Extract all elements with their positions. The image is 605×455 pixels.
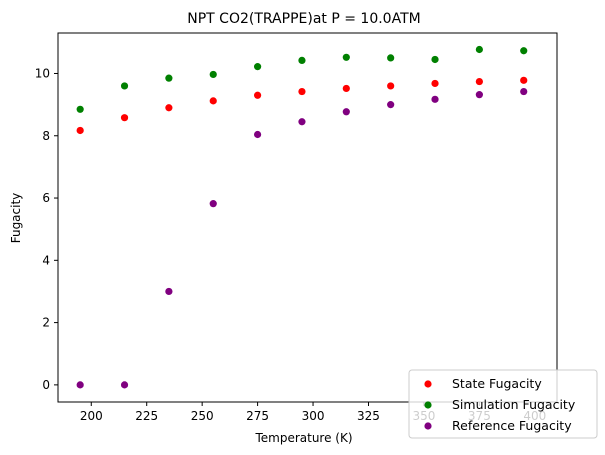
plot-area [57,32,558,403]
simulation-fugacity-point [475,45,483,54]
reference-fugacity-point [387,101,395,109]
y-tick-label: 2 [42,316,50,330]
state-fugacity-point [520,76,528,84]
x-tick-label: 200 [80,409,103,423]
y-tick-label: 8 [42,129,50,143]
state-fugacity-point [431,79,439,88]
y-axis: 0 2 4 6 8 10 [35,66,58,392]
legend-marker-state-fugacity [424,380,432,388]
y-tick-label: 0 [42,378,50,392]
x-tick-label: 250 [191,409,214,423]
legend-box [408,369,598,439]
state-fugacity-point [298,87,306,96]
y-tick-label: 6 [42,191,50,205]
simulation-fugacity-point [298,56,306,65]
simulation-fugacity-point [209,70,217,79]
chart-title: NPT CO2(TRAPPE)at P = 10.0ATM [187,11,420,27]
data-points [76,45,528,389]
legend-marker-simulation-fugacity [424,401,432,409]
simulation-fugacity-point [76,105,84,113]
state-fugacity-point [120,114,129,122]
legend-label-simulation-fugacity: Simulation Fugacity [452,397,576,412]
reference-fugacity-point [475,91,483,99]
reference-fugacity-point [120,381,129,389]
simulation-fugacity-point [342,53,350,61]
state-fugacity-point [76,126,84,135]
x-axis-label: Temperature (K) [254,431,352,445]
simulation-fugacity-point [520,47,528,55]
reference-fugacity-point [298,118,306,126]
simulation-fugacity-point [165,74,173,82]
reference-fugacity-point [254,130,262,139]
state-fugacity-point [387,82,395,90]
x-tick-label: 325 [357,409,380,423]
state-fugacity-point [165,104,173,112]
y-tick-label: 4 [42,253,50,267]
simulation-fugacity-point [387,54,395,62]
y-axis-label: Fugacity [9,193,23,244]
reference-fugacity-point [165,287,173,296]
x-tick-label: 225 [135,409,158,423]
legend-label-state-fugacity: State Fugacity [452,376,542,391]
state-fugacity-point [209,97,217,105]
reference-fugacity-point [76,381,84,389]
simulation-fugacity-point [254,63,262,71]
legend-marker-reference-fugacity [424,422,432,430]
x-tick-label: 300 [302,409,325,423]
reference-fugacity-point [209,200,217,208]
simulation-fugacity-point [431,55,439,64]
state-fugacity-point [254,91,262,99]
reference-fugacity-point [520,87,528,96]
legend-label-reference-fugacity: Reference Fugacity [452,418,572,433]
reference-fugacity-point [342,108,350,116]
simulation-fugacity-point [120,82,129,90]
state-fugacity-point [342,84,350,93]
y-tick-label: 10 [35,66,50,80]
reference-fugacity-point [431,95,439,103]
state-fugacity-point [475,77,483,86]
x-tick-label: 275 [246,409,269,423]
legend: State Fugacity Simulation Fugacity Referen… [408,369,598,439]
